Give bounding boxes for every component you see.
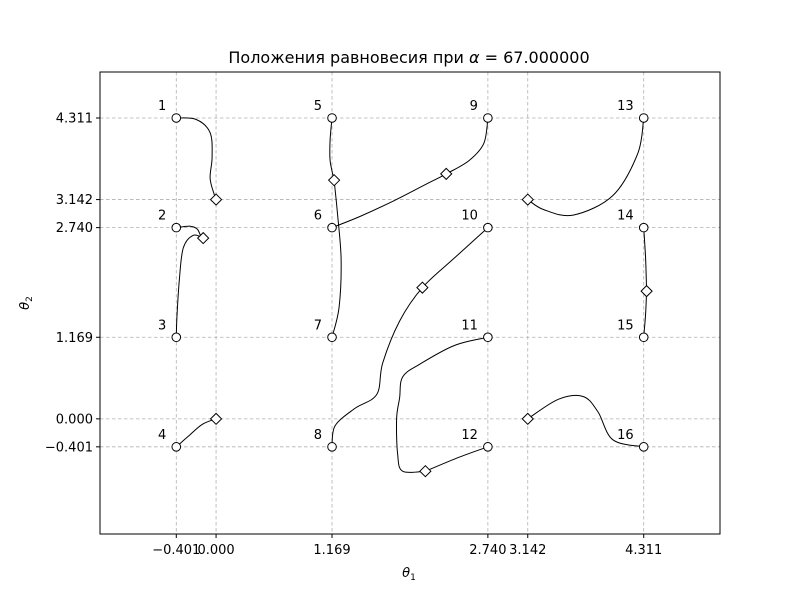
trajectory-5 [329,117,335,181]
trajectory-12 [425,446,489,472]
y-axis-ticks: 4.311 3.142 2.740 1.169 0.000 −0.401 [45,111,100,455]
trajectory-11 [395,336,489,473]
trajectories [175,117,648,473]
point-label-7: 7 [314,318,322,333]
x-axis-label: θ1 [402,566,416,583]
y-axis-label: θ2 [18,296,35,310]
start-point-7 [327,332,337,343]
point-label-3: 3 [158,318,166,333]
point-label-8: 8 [314,428,322,443]
plot-frame [99,71,721,535]
trajectory-8 [331,227,489,447]
equilibrium-diamond [521,193,534,206]
start-point-5 [327,113,337,123]
grid-lines [100,72,720,534]
point-label-13: 13 [617,99,634,114]
start-point-11 [483,332,493,343]
y-tick-label: 0.000 [56,412,93,427]
point-label-5: 5 [314,99,322,114]
trajectory-1 [176,117,217,200]
equilibrium-diamond [196,231,210,245]
start-point-10 [483,222,493,233]
start-point-13 [638,113,649,123]
point-label-6: 6 [314,209,322,224]
trajectory-4 [175,418,217,448]
chart-title: Положения равновесия при α = 67.000000 [228,48,589,67]
start-point-4 [171,442,182,452]
equilibrium-diamond [640,284,653,298]
equilibrium-markers [196,167,653,478]
start-point-16 [638,442,649,452]
trajectory-13 [527,117,645,217]
point-label-14: 14 [617,209,634,224]
point-label-2: 2 [158,209,166,224]
start-markers [171,113,649,452]
x-tick-label: 3.142 [509,543,546,558]
start-point-3 [171,332,182,343]
point-label-1: 1 [158,99,166,114]
start-point-2 [171,222,182,233]
y-tick-label: 1.169 [56,331,93,346]
start-point-1 [171,113,182,123]
point-label-10: 10 [461,209,478,224]
point-label-11: 11 [461,318,478,333]
trajectory-6 [331,117,489,229]
start-point-9 [483,113,493,123]
point-label-15: 15 [617,318,634,333]
point-label-4: 4 [158,428,166,443]
y-tick-label: 2.740 [56,221,93,236]
y-tick-label: 4.311 [56,111,93,126]
equilibrium-diamond [327,173,341,187]
x-tick-label: 0.000 [197,543,234,558]
equilibrium-diamond [416,281,429,294]
trajectory-3 [175,234,204,338]
start-point-12 [483,442,493,452]
x-tick-label: 2.740 [469,543,506,558]
trajectory-7 [331,180,342,338]
y-tick-label: −0.401 [45,440,93,455]
equilibrium-diamond [521,412,534,426]
x-tick-label: 4.311 [625,543,662,558]
equilibrium-diamond [209,412,223,426]
trajectory-15 [643,291,648,338]
start-point-14 [638,222,649,233]
point-label-12: 12 [461,428,478,443]
trajectory-14 [643,227,648,292]
equilibrium-diamond [209,193,223,206]
equilibrium-diamond [419,464,432,478]
start-point-6 [327,222,337,233]
trajectory-16 [527,394,644,448]
point-label-16: 16 [617,428,634,443]
y-tick-label: 3.142 [56,193,93,208]
point-label-9: 9 [470,99,478,114]
x-tick-label: −0.401 [152,543,200,558]
start-point-8 [327,442,337,452]
equilibrium-diamond [440,167,453,181]
start-point-15 [638,332,649,343]
x-tick-label: 1.169 [313,543,350,558]
